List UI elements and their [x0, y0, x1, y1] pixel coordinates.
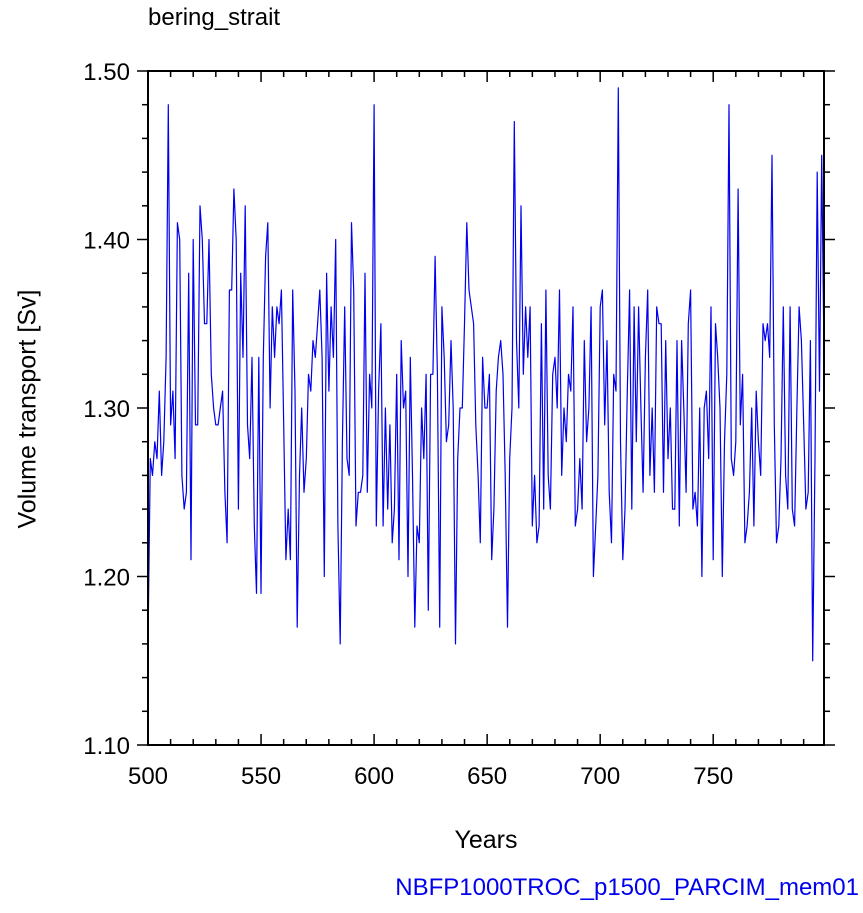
x-tick-label: 550 — [241, 763, 281, 790]
x-axis-label: Years — [454, 826, 518, 854]
tick-labels: 500 550 600 650 700 750 1.10 1.20 1.30 1.40 1.50 — [83, 59, 733, 790]
x-tick-label: 650 — [467, 763, 507, 790]
series-line — [147, 87, 825, 662]
y-tick-label: 1.50 — [83, 59, 130, 86]
plot-frame — [147, 70, 825, 746]
y-tick-label: 1.10 — [83, 733, 130, 760]
chart-title: bering_strait — [148, 4, 281, 31]
series-layer — [147, 87, 825, 662]
x-tick-label: 500 — [128, 763, 168, 790]
y-tick-label: 1.20 — [83, 565, 130, 592]
x-tick-label: 600 — [354, 763, 394, 790]
run-name-label: NBFP1000TROC_p1500_PARCIM_mem01 — [395, 874, 859, 901]
x-tick-label: 750 — [693, 763, 733, 790]
y-tick-label: 1.30 — [83, 396, 130, 423]
y-tick-label: 1.40 — [83, 228, 130, 255]
x-tick-label: 700 — [580, 763, 620, 790]
